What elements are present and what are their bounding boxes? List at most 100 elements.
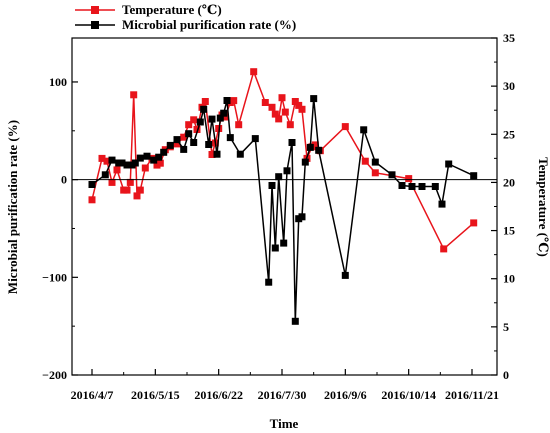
microbial-point [288,139,296,146]
x-tick-label: 2016/5/15 [131,388,180,402]
microbial-point [265,278,273,286]
temperature-point [311,141,319,149]
microbial-point [131,159,139,167]
microbial-point [275,173,283,181]
temperature-point [405,175,413,183]
microbial-point [388,171,396,179]
y-axis-right-title: Temperature (℃) [536,157,550,257]
microbial-point [271,244,279,252]
microbial-point [205,141,213,148]
temperature-point [113,166,121,174]
x-tick-label: 2016/10/14 [381,388,436,402]
microbial-point [301,158,309,166]
y-left-tick-label: −100 [42,270,67,284]
microbial-series [88,95,478,325]
microbial-point [223,97,231,104]
microbial-point [236,150,244,158]
temperature-point [208,151,216,158]
x-tick-label: 2016/7/30 [258,388,307,402]
legend-item-microbial: Microbial purification rate (%) [75,17,296,32]
temperature-point [193,126,201,133]
microbial-point [220,109,228,117]
microbial-point [190,139,198,146]
microbial-point [136,154,144,162]
microbial-point [150,156,158,164]
temperature-point [268,103,276,111]
temperature-point [180,133,188,141]
microbial-point [283,167,291,175]
microbial-point [306,143,314,151]
temperature-point [261,99,269,106]
temperature-point [440,245,448,253]
microbial-point [166,141,174,149]
microbial-point [431,183,439,190]
legend-label-temperature: Temperature (℃) [122,2,222,17]
temperature-point [88,196,96,204]
y-left-tick-label: −200 [42,368,67,382]
temperature-point [123,186,131,194]
temperature-point [108,178,116,186]
y-right-tick-label: 5 [503,320,509,334]
temperature-point [136,186,144,194]
microbial-point [196,118,204,126]
temperature-point [221,113,229,121]
microbial-point [408,183,416,190]
microbial-point [160,148,168,156]
y-right-tick-label: 20 [503,175,515,189]
temperature-point [291,98,299,105]
temperature-point [98,154,106,162]
microbial-point [216,114,224,122]
microbial-point [268,182,276,189]
y-right-tick-label: 15 [503,224,515,238]
temperature-point [278,94,286,102]
temperature-point [130,91,138,99]
y-right-tick-label: 35 [503,31,515,45]
x-tick-label: 2016/11/21 [445,388,499,402]
microbial-point [341,271,349,279]
microbial-point [315,146,323,154]
microbial-point [208,115,216,123]
x-axis-title: Time [270,416,299,431]
y-right-tick-label: 30 [503,79,515,93]
microbial-point [291,317,299,325]
y-right-tick-label: 10 [503,272,515,286]
microbial-line [91,97,475,323]
microbial-point [226,134,234,142]
y-axis-left-title: Microbial purification rate (%) [5,120,20,294]
temperature-point [185,121,193,129]
temperature-point [275,115,283,123]
microbial-point [398,182,406,189]
y-left-tick-label: 100 [49,75,67,89]
temperature-point [235,121,243,129]
legend: Temperature (℃) Microbial purification r… [75,2,296,32]
temperature-point [156,159,164,167]
x-tick-label: 2016/9/6 [324,388,367,402]
legend-item-temperature: Temperature (℃) [75,2,222,17]
microbial-point [185,130,193,138]
microbial-point [123,161,131,169]
microbial-point [180,145,188,153]
microbial-point [143,152,151,160]
temperature-point [201,98,209,105]
microbial-point [360,126,368,134]
microbial-point [310,95,318,103]
temperature-point [173,140,181,148]
microbial-point [200,105,208,113]
temperature-point [250,68,258,76]
microbial-point [251,135,259,143]
microbial-point [298,213,306,221]
microbial-point [445,160,453,168]
plot-frame [71,37,498,376]
temperature-point [295,101,303,109]
temperature-point [190,116,198,124]
microbial-point [118,159,126,167]
temperature-point [371,169,379,177]
temperature-point [141,164,149,172]
microbial-point [108,156,116,164]
temperature-point [361,157,369,165]
temperature-point [298,105,306,113]
microbial-point [371,158,379,166]
y-left-tick-label: 0 [61,173,67,187]
temperature-point [286,121,294,129]
